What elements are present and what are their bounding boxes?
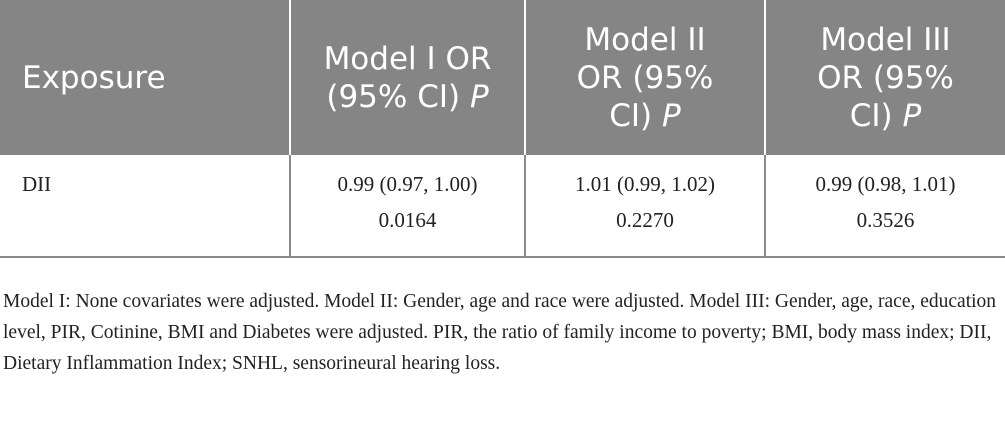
header-model-3-line-2: OR (95% xyxy=(817,59,954,96)
results-table-container: Exposure Model I OR (95% CI) P Model II … xyxy=(0,0,1005,258)
header-model-2-p: P xyxy=(662,97,681,134)
results-table: Exposure Model I OR (95% CI) P Model II … xyxy=(0,0,1005,258)
table-body: DII 0.99 (0.97, 1.00) 1.01 (0.99, 1.02) … xyxy=(0,155,1005,258)
cell-model-1-p: 0.0164 xyxy=(289,208,525,258)
header-model-1-line-1: Model I OR xyxy=(323,40,492,77)
header-model-2-line-3: CI) xyxy=(609,97,663,134)
header-model-3-p: P xyxy=(902,97,922,134)
cell-exposure: DII xyxy=(22,172,52,196)
header-model-1: Model I OR (95% CI) P xyxy=(289,0,525,155)
header-model-3: Model III OR (95% CI) P xyxy=(764,0,1005,155)
header-model-1-line-2: (95% CI) xyxy=(326,78,470,115)
cell-model-3-p: 0.3526 xyxy=(764,208,1005,258)
cell-model-2-p: 0.2270 xyxy=(524,208,765,258)
table-row-p: 0.0164 0.2270 0.3526 xyxy=(0,208,1005,258)
header-model-3-line-3: CI) xyxy=(849,97,903,134)
cell-model-2-or: 1.01 (0.99, 1.02) xyxy=(524,155,765,208)
header-model-2: Model II OR (95% CI) P xyxy=(524,0,765,155)
header-exposure-label: Exposure xyxy=(22,59,166,96)
cell-exposure-empty xyxy=(0,208,290,258)
header-model-2-line-2: OR (95% xyxy=(576,59,714,96)
table-footnote: Model I: None covariates were adjusted. … xyxy=(3,291,997,374)
header-exposure: Exposure xyxy=(0,0,290,155)
table-row-or: DII 0.99 (0.97, 1.00) 1.01 (0.99, 1.02) … xyxy=(0,155,1005,208)
header-row: Exposure Model I OR (95% CI) P Model II … xyxy=(0,0,1005,155)
cell-model-3-or: 0.99 (0.98, 1.01) xyxy=(764,155,1005,208)
header-model-3-line-1: Model III xyxy=(820,21,951,58)
header-model-2-line-1: Model II xyxy=(584,21,706,58)
table-header: Exposure Model I OR (95% CI) P Model II … xyxy=(0,0,1005,155)
header-model-1-p: P xyxy=(469,78,489,115)
cell-model-1-or: 0.99 (0.97, 1.00) xyxy=(289,155,525,208)
